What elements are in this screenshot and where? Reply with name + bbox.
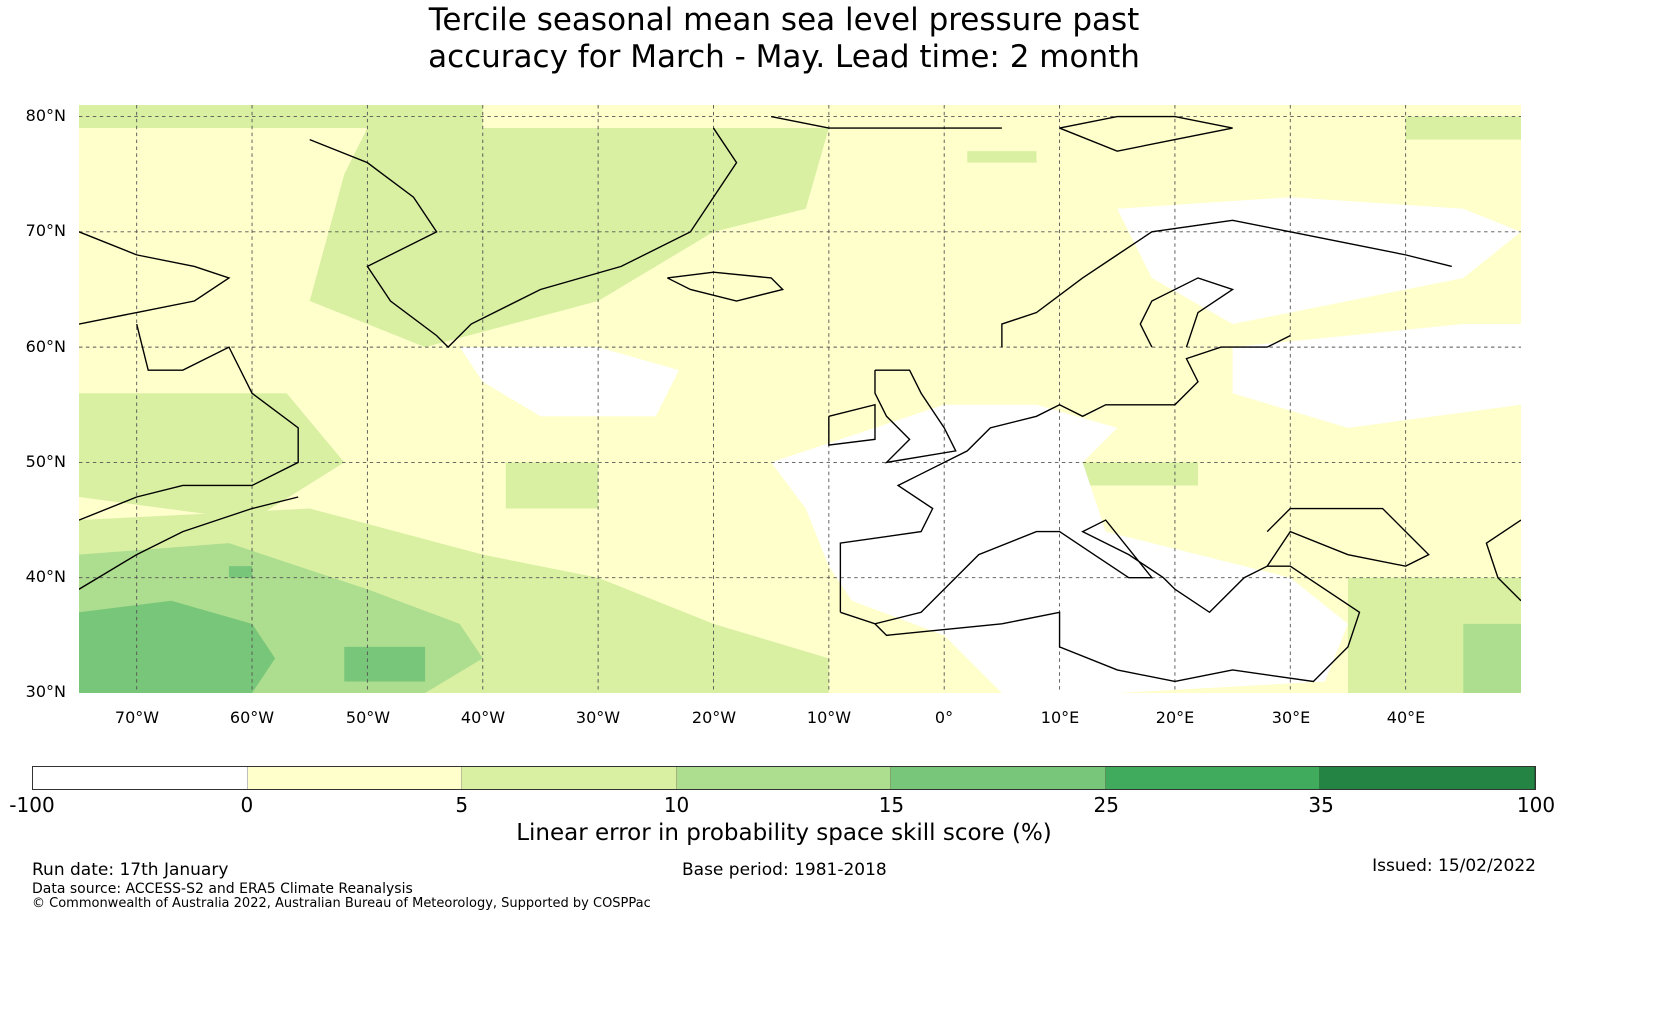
title-line-1: Tercile seasonal mean sea level pressure… bbox=[428, 2, 1140, 38]
colorbar-tick-label: 25 bbox=[1093, 793, 1119, 817]
base-period: Base period: 1981-2018 bbox=[682, 860, 887, 880]
lat-tick-label: 50°N bbox=[25, 452, 66, 471]
lon-tick-label: 0° bbox=[934, 708, 954, 727]
lon-tick-label: 70°W bbox=[114, 708, 160, 727]
lat-tick-label: 80°N bbox=[25, 106, 66, 125]
lon-tick-label: 30°W bbox=[575, 708, 621, 727]
data-source: Data source: ACCESS-S2 and ERA5 Climate … bbox=[32, 881, 413, 897]
colorbar-segment bbox=[1105, 767, 1321, 789]
colorbar-tick-label: 35 bbox=[1308, 793, 1334, 817]
issued-date: Issued: 15/02/2022 bbox=[1372, 856, 1536, 876]
colorbar-tick-label: 100 bbox=[1516, 793, 1556, 817]
run-date: Run date: 17th January bbox=[32, 860, 229, 880]
graticule bbox=[79, 105, 1521, 693]
colorbar-segment bbox=[1320, 767, 1536, 789]
title-line-2: accuracy for March - May. Lead time: 2 m… bbox=[428, 39, 1140, 75]
colorbar-segment bbox=[676, 767, 892, 789]
lat-tick-label: 40°N bbox=[25, 567, 66, 586]
colorbar-segment bbox=[33, 767, 248, 789]
lon-tick-label: 30°E bbox=[1271, 708, 1311, 727]
colorbar-tick-label: 15 bbox=[878, 793, 905, 817]
lon-tick-label: 40°E bbox=[1386, 708, 1426, 727]
colorbar-segment bbox=[462, 767, 677, 789]
colorbar-tick-label: -100 bbox=[9, 793, 55, 817]
colorbar bbox=[32, 766, 1536, 790]
lat-tick-label: 70°N bbox=[25, 221, 66, 240]
colorbar-tick-label: 10 bbox=[663, 793, 690, 817]
lon-tick-label: 50°W bbox=[345, 708, 391, 727]
colorbar-label: Linear error in probability space skill … bbox=[516, 820, 1052, 846]
lon-tick-label: 40°W bbox=[460, 708, 506, 727]
lon-tick-label: 10°E bbox=[1040, 708, 1080, 727]
skill-region-15-25 bbox=[79, 566, 426, 693]
lon-tick-label: 20°E bbox=[1155, 708, 1195, 727]
lat-tick-label: 30°N bbox=[25, 682, 66, 701]
lon-tick-label: 10°W bbox=[806, 708, 852, 727]
colorbar-segment bbox=[891, 767, 1106, 789]
lon-tick-label: 60°W bbox=[229, 708, 275, 727]
lat-tick-label: 60°N bbox=[25, 337, 66, 356]
skill-score-map bbox=[79, 105, 1521, 693]
copyright: © Commonwealth of Australia 2022, Austra… bbox=[32, 896, 651, 911]
colorbar-tick-label: 5 bbox=[455, 793, 469, 817]
lon-tick-label: 20°W bbox=[691, 708, 737, 727]
colorbar-tick-label: 0 bbox=[240, 793, 254, 817]
chart-title: Tercile seasonal mean sea level pressure… bbox=[0, 2, 1568, 76]
colorbar-segment bbox=[247, 767, 463, 789]
coastlines bbox=[79, 115, 1521, 683]
